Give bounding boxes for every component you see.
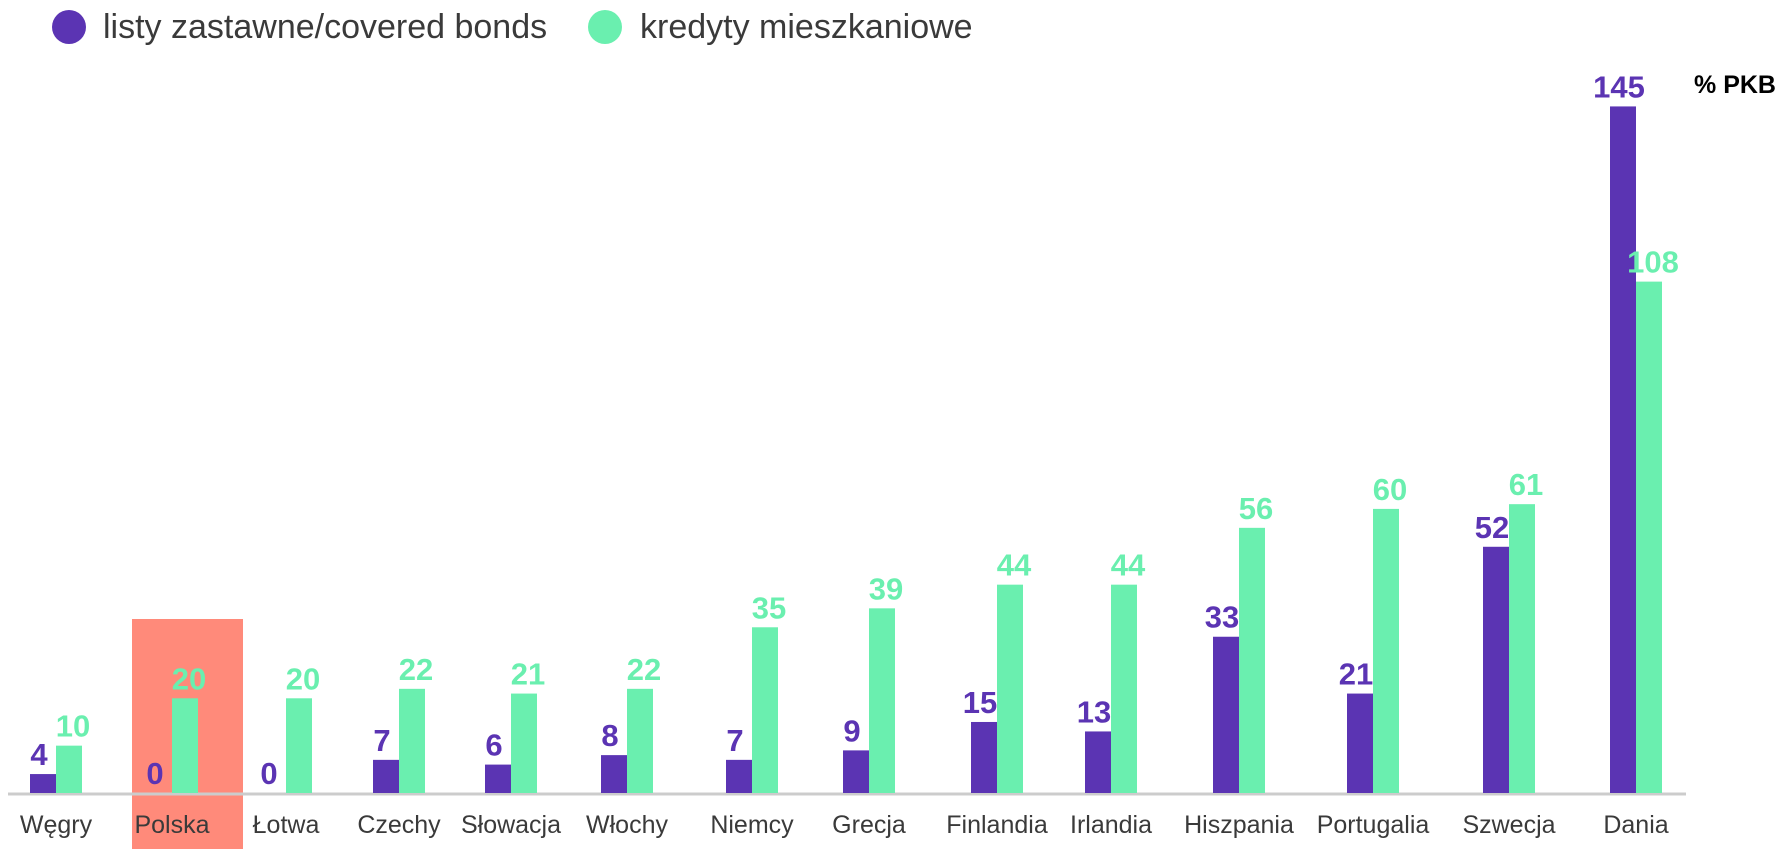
value-label-mortgages-wlochy: 22	[627, 652, 661, 687]
value-label-mortgages-czechy: 22	[399, 652, 433, 687]
bar-mortgages-szwecja	[1509, 504, 1535, 793]
value-label-mortgages-dania: 108	[1627, 245, 1679, 280]
bar-mortgages-irlandia	[1111, 584, 1137, 793]
unit-label: % PKB	[1694, 71, 1776, 99]
value-label-covered-bonds-czechy: 7	[373, 723, 390, 758]
category-label-czechy: Czechy	[357, 811, 441, 839]
category-label-lotwa: Łotwa	[253, 811, 320, 839]
bar-mortgages-czechy	[399, 688, 425, 793]
bar-group-dania: 145 108 Dania	[1593, 69, 1679, 839]
category-label-finlandia: Finlandia	[946, 811, 1048, 839]
bar-group-portugalia: 21 60 Portugalia	[1317, 472, 1430, 839]
category-label-irlandia: Irlandia	[1070, 811, 1152, 839]
bar-group-wegry: 410 Węgry	[20, 709, 93, 839]
bar-covered-bonds-finlandia	[971, 721, 997, 793]
legend-label-covered-bonds: listy zastawne/covered bonds	[103, 8, 547, 46]
value-label-mortgages-wegry: 10	[56, 709, 90, 744]
bar-mortgages-polska	[172, 698, 198, 793]
value-label-covered-bonds-finlandia: 15	[963, 685, 997, 720]
bar-mortgages-finlandia	[997, 584, 1023, 793]
bar-group-grecja: 9 39 Grecja	[832, 571, 906, 839]
value-label-covered-bonds-hiszpania: 33	[1205, 600, 1239, 635]
plot-area: 410 Węgry 0 20 Polska 0 20 Łotwa 7 22 Czechy 6 21 Sło…	[8, 69, 1686, 849]
bar-covered-bonds-portugalia	[1347, 693, 1373, 793]
value-label-mortgages-niemcy: 35	[752, 590, 786, 625]
category-label-dania: Dania	[1603, 811, 1668, 839]
legend-label-mortgages: kredyty mieszkaniowe	[640, 8, 973, 46]
bar-mortgages-lotwa	[286, 698, 312, 793]
bar-group-czechy: 7 22 Czechy	[357, 652, 441, 839]
category-label-wegry: Węgry	[20, 811, 93, 839]
value-label-mortgages-polska: 20	[172, 661, 206, 696]
bar-covered-bonds-wlochy	[601, 755, 627, 793]
value-label-covered-bonds-polska: 0	[146, 756, 163, 791]
value-label-covered-bonds-niemcy: 7	[726, 723, 743, 758]
chart-legend: listy zastawne/covered bonds kredyty mie…	[52, 8, 973, 46]
value-label-covered-bonds-irlandia: 13	[1077, 694, 1111, 729]
bar-group-wlochy: 8 22 Włochy	[586, 652, 668, 839]
category-label-slowacja: Słowacja	[461, 811, 561, 839]
legend-swatch-covered-bonds	[52, 10, 86, 44]
bar-group-polska: 0 20 Polska	[134, 661, 209, 839]
value-label-mortgages-hiszpania: 56	[1239, 491, 1273, 526]
category-label-grecja: Grecja	[832, 811, 906, 839]
bar-covered-bonds-grecja	[843, 750, 869, 793]
value-label-covered-bonds-grecja: 9	[843, 713, 860, 748]
bar-group-irlandia: 13 44 Irlandia	[1070, 548, 1152, 839]
value-label-mortgages-slowacja: 21	[511, 657, 545, 692]
value-label-mortgages-grecja: 39	[869, 571, 903, 606]
value-label-mortgages-portugalia: 60	[1373, 472, 1407, 507]
value-label-mortgages-lotwa: 20	[286, 661, 320, 696]
bar-mortgages-slowacja	[511, 693, 537, 793]
bar-covered-bonds-slowacja	[485, 764, 511, 793]
category-label-wlochy: Włochy	[586, 811, 668, 839]
category-label-portugalia: Portugalia	[1317, 811, 1430, 839]
value-label-mortgages-finlandia: 44	[997, 548, 1032, 583]
bar-group-hiszpania: 33 56 Hiszpania	[1184, 491, 1294, 839]
bar-group-niemcy: 7 35 Niemcy	[710, 590, 794, 839]
bar-covered-bonds-niemcy	[726, 759, 752, 793]
category-label-niemcy: Niemcy	[710, 811, 794, 839]
bar-mortgages-hiszpania	[1239, 527, 1265, 793]
value-label-covered-bonds-dania: 145	[1593, 69, 1645, 104]
value-label-covered-bonds-lotwa: 0	[260, 756, 277, 791]
bar-covered-bonds-szwecja	[1483, 546, 1509, 793]
bar-group-slowacja: 6 21 Słowacja	[461, 657, 561, 839]
bar-covered-bonds-irlandia	[1085, 731, 1111, 793]
bar-mortgages-wegry	[56, 745, 82, 793]
value-label-covered-bonds-portugalia: 21	[1339, 657, 1373, 692]
bar-covered-bonds-czechy	[373, 759, 399, 793]
bar-mortgages-portugalia	[1373, 508, 1399, 793]
bar-mortgages-wlochy	[627, 688, 653, 793]
bar-covered-bonds-wegry	[30, 774, 56, 793]
bar-mortgages-grecja	[869, 608, 895, 793]
value-label-covered-bonds-slowacja: 6	[485, 728, 502, 763]
bar-covered-bonds-dania	[1610, 106, 1636, 794]
bar-group-lotwa: 0 20 Łotwa	[253, 661, 321, 839]
value-label-covered-bonds-wegry: 4	[30, 737, 48, 772]
value-label-mortgages-irlandia: 44	[1111, 548, 1146, 583]
bar-group-finlandia: 15 44 Finlandia	[946, 548, 1048, 839]
bar-covered-bonds-hiszpania	[1213, 636, 1239, 793]
legend-swatch-mortgages	[588, 10, 622, 44]
bar-mortgages-niemcy	[752, 627, 778, 793]
value-label-mortgages-szwecja: 61	[1509, 467, 1543, 502]
value-label-covered-bonds-szwecja: 52	[1475, 510, 1509, 545]
bar-mortgages-dania	[1636, 281, 1662, 793]
category-label-hiszpania: Hiszpania	[1184, 811, 1294, 839]
value-label-covered-bonds-wlochy: 8	[601, 718, 618, 753]
category-label-polska: Polska	[134, 811, 209, 839]
category-label-szwecja: Szwecja	[1462, 811, 1555, 839]
